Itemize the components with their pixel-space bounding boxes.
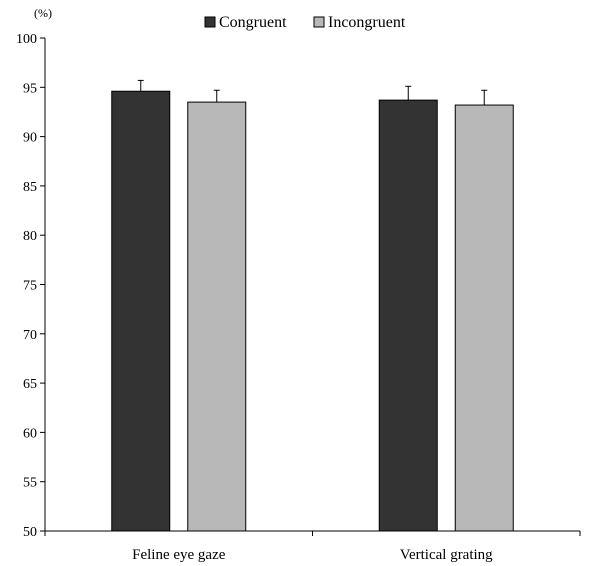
y-tick-label: 70 bbox=[23, 328, 37, 343]
y-tick-label: 50 bbox=[23, 525, 37, 540]
y-tick-label: 80 bbox=[23, 229, 37, 244]
y-tick-label: 85 bbox=[23, 180, 37, 195]
bar bbox=[187, 101, 247, 532]
bar bbox=[378, 99, 438, 532]
legend-swatch bbox=[313, 16, 325, 28]
y-axis: 50 55 60 65 70 75 80 85 90 95 100 bbox=[16, 32, 46, 540]
category-label: Vertical grating bbox=[400, 547, 493, 563]
y-axis-unit-label: (%) bbox=[34, 6, 52, 20]
bar bbox=[111, 90, 171, 532]
bar bbox=[454, 104, 514, 532]
y-tick-label: 100 bbox=[16, 32, 37, 47]
legend-swatch bbox=[204, 16, 216, 28]
y-tick-label: 95 bbox=[23, 81, 37, 96]
y-tick-label: 65 bbox=[23, 377, 37, 392]
legend-label: Incongruent bbox=[328, 14, 406, 31]
y-tick-label: 60 bbox=[23, 426, 37, 441]
bars bbox=[111, 79, 514, 532]
legend-label: Congruent bbox=[219, 14, 287, 31]
y-tick-label: 75 bbox=[23, 279, 37, 294]
legend: Congruent Incongruent bbox=[204, 14, 406, 31]
y-tick-label: 90 bbox=[23, 131, 37, 146]
x-axis: Feline eye gaze Vertical grating bbox=[44, 530, 581, 563]
y-tick-label: 55 bbox=[23, 476, 37, 491]
category-label: Feline eye gaze bbox=[132, 547, 226, 563]
